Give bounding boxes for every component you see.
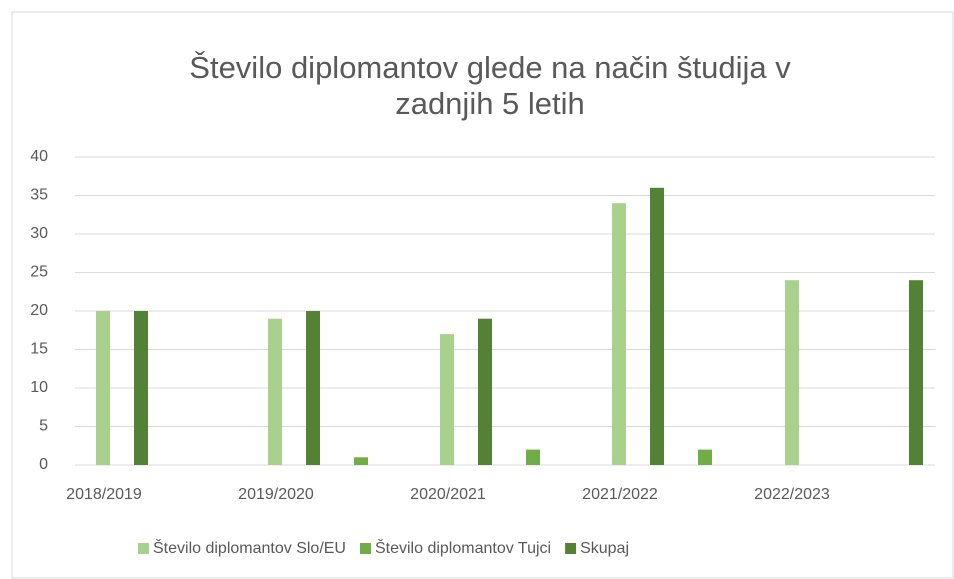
bar	[650, 187, 664, 466]
legend-swatch	[359, 543, 371, 554]
bar	[785, 280, 799, 465]
bar	[268, 318, 282, 465]
bar	[134, 311, 148, 465]
y-tick-label: 20	[30, 302, 48, 319]
y-tick-label: 0	[39, 456, 48, 473]
bar	[698, 449, 712, 465]
y-tick-label: 25	[30, 264, 48, 281]
bar	[354, 457, 368, 465]
y-tick-label: 30	[30, 225, 48, 242]
bar	[909, 280, 923, 465]
y-tick-label: 35	[30, 187, 48, 204]
y-tick-label: 15	[30, 341, 48, 358]
chart-title: zadnjih 5 letih	[395, 86, 585, 121]
legend-label: Število diplomantov Slo/EU	[153, 538, 346, 557]
bar	[526, 449, 540, 465]
bar	[478, 318, 492, 465]
legend-swatch	[565, 543, 577, 554]
bar	[96, 311, 110, 465]
x-tick-label: 2019/2020	[238, 486, 314, 503]
bar	[440, 334, 454, 465]
x-tick-label: 2021/2022	[582, 486, 658, 503]
legend-swatch	[138, 543, 149, 554]
x-tick-label: 2022/2023	[754, 486, 830, 503]
legend-label: Skupaj	[580, 540, 629, 557]
bar	[306, 311, 320, 465]
bar	[612, 203, 626, 465]
chart-title: Število diplomantov glede na način študi…	[189, 50, 791, 85]
y-tick-label: 10	[30, 379, 48, 396]
y-tick-label: 5	[39, 418, 48, 435]
x-tick-label: 2020/2021	[410, 486, 486, 503]
x-tick-label: 2018/2019	[66, 486, 142, 503]
y-tick-label: 40	[30, 148, 48, 165]
legend-label: Število diplomantov Tujci	[375, 538, 551, 557]
